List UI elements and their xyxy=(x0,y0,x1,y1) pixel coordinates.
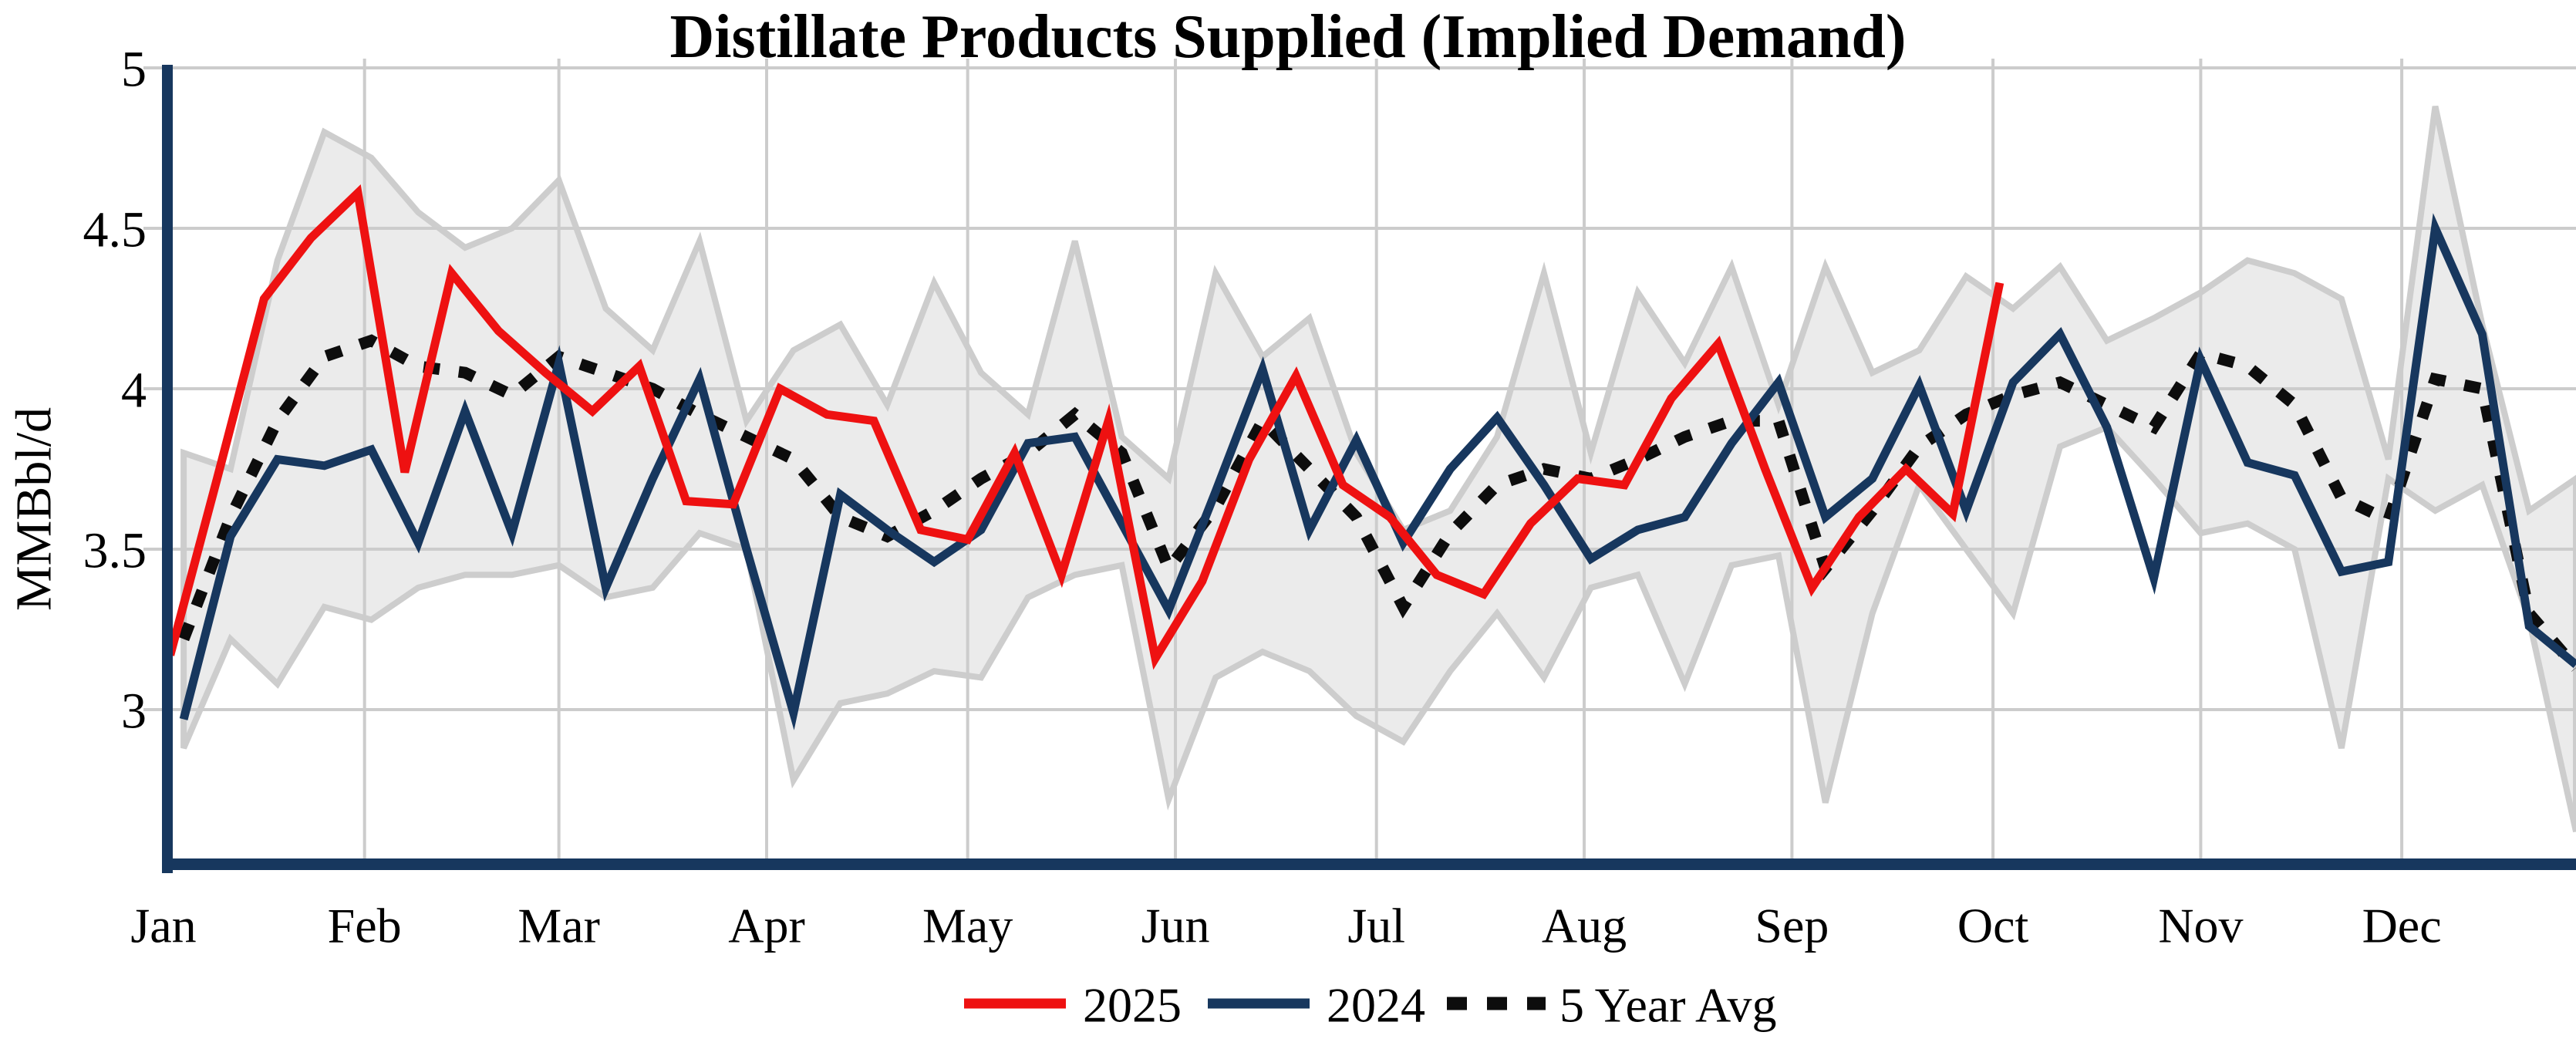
x-tick-label-may: May xyxy=(922,899,1013,953)
legend-label-5yr-avg: 5 Year Avg xyxy=(1559,978,1777,1033)
x-tick-label-apr: Apr xyxy=(728,899,805,953)
y-tick-label-4.5: 4.5 xyxy=(83,202,147,258)
series-line-2024 xyxy=(179,213,2576,730)
series-line-5-year-avg xyxy=(178,334,2576,672)
y-tick-label-3.5: 3.5 xyxy=(83,523,147,579)
y-tick-label-3: 3 xyxy=(121,683,147,740)
y-axis-title: MMBbl/d xyxy=(6,407,62,611)
series-lines xyxy=(166,184,2576,730)
x-tick-label-aug: Aug xyxy=(1542,899,1627,953)
x-axis-spine xyxy=(162,858,2576,870)
five-year-range-area xyxy=(180,106,2576,832)
series-line-2025 xyxy=(166,184,2004,670)
x-tick-label-jan: Jan xyxy=(130,899,196,953)
five-year-range-band xyxy=(180,106,2576,832)
x-tick-label-nov: Nov xyxy=(2158,899,2243,953)
legend-label-2025: 2025 xyxy=(1083,978,1182,1033)
y-axis-tick-labels: 5 4.5 4 3.5 3 xyxy=(83,42,147,740)
x-tick-label-dec: Dec xyxy=(2362,899,2442,953)
y-tick-label-4: 4 xyxy=(121,363,147,419)
x-tick-label-oct: Oct xyxy=(1957,899,2029,953)
legend: 2025 2024 5 Year Avg xyxy=(964,978,1777,1033)
y-tick-label-5: 5 xyxy=(121,42,147,98)
chart-title: Distillate Products Supplied (Implied De… xyxy=(669,3,1906,71)
legend-label-2024: 2024 xyxy=(1327,978,1425,1033)
x-tick-label-sep: Sep xyxy=(1755,899,1829,953)
x-tick-label-jun: Jun xyxy=(1141,899,1210,953)
x-tick-label-feb: Feb xyxy=(328,899,402,953)
y-axis-spine xyxy=(162,65,173,873)
x-axis-month-labels: Jan Feb Mar Apr May Jun Jul Aug Sep Oct Nov Dec xyxy=(130,899,2441,953)
x-tick-label-jul: Jul xyxy=(1347,899,1405,953)
x-tick-label-mar: Mar xyxy=(518,899,600,953)
